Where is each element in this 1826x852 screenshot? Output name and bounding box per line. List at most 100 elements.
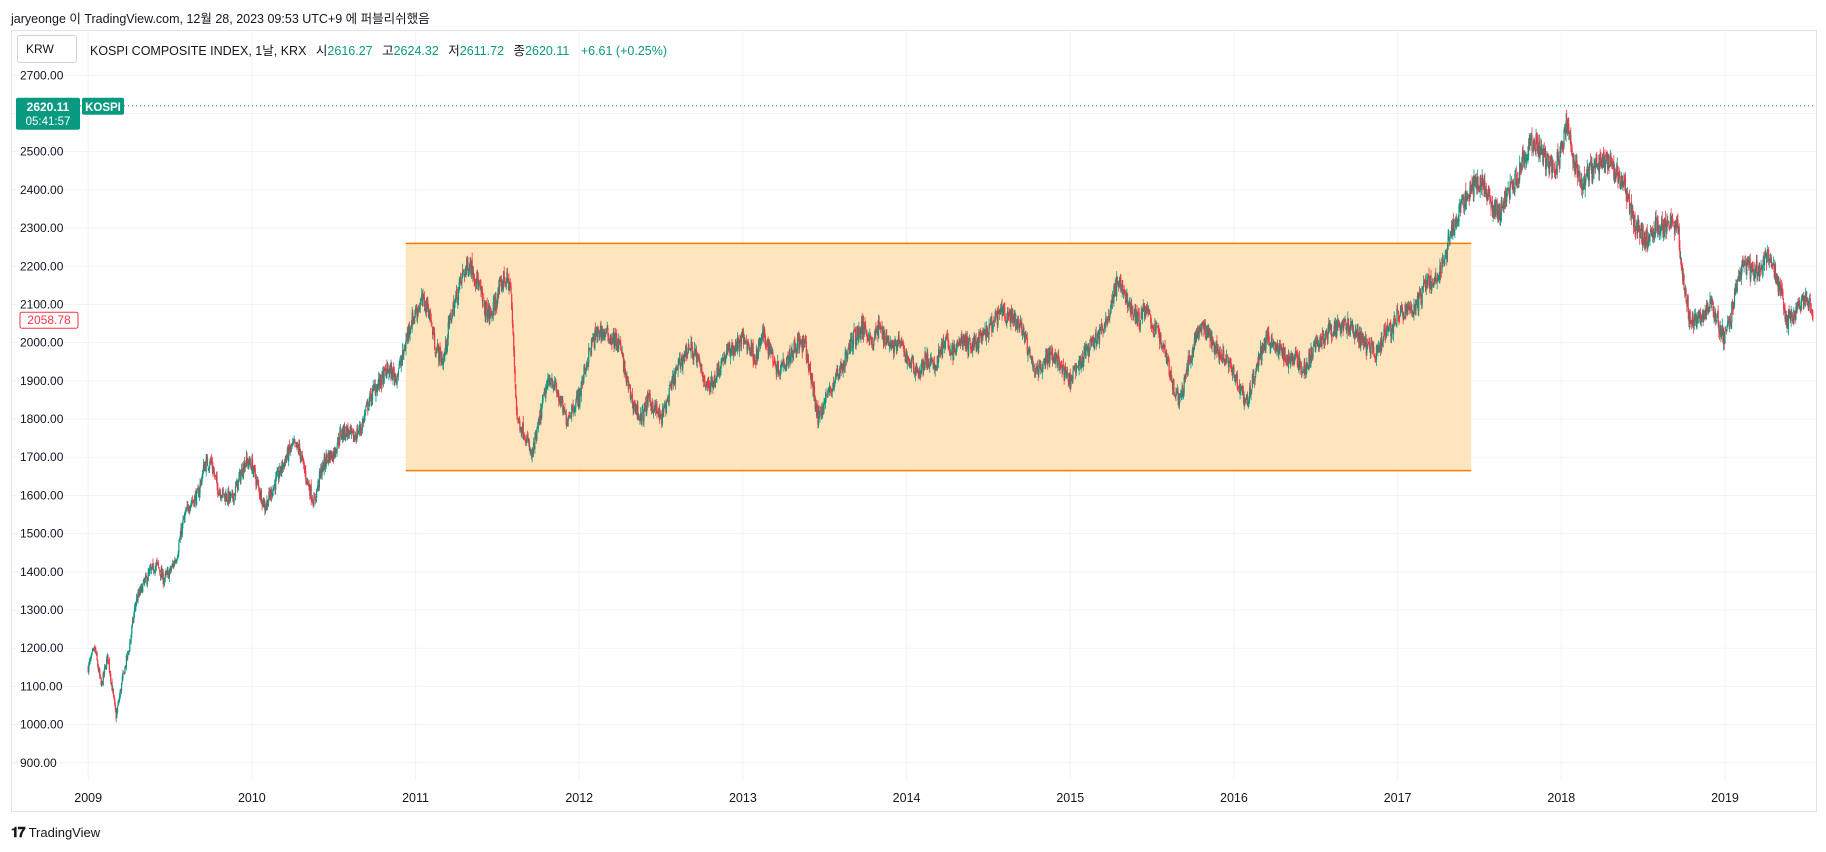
candle-body (1398, 315, 1400, 319)
candle-body (204, 464, 206, 471)
candle-body (594, 330, 596, 349)
candle-body (1624, 176, 1627, 191)
candle-body (680, 358, 683, 362)
candle-body (1188, 356, 1190, 358)
candle-body (1538, 140, 1541, 158)
candle-body (1652, 229, 1654, 238)
candle-body (601, 331, 603, 340)
candle-body (1041, 367, 1043, 374)
candle-body (781, 362, 784, 366)
candle-body (1585, 174, 1588, 177)
candle-body (1761, 268, 1764, 272)
candle-body (735, 344, 737, 351)
candle-body (1233, 367, 1235, 379)
candle-body (1349, 323, 1352, 330)
candle-body (392, 369, 394, 382)
candle-body (277, 470, 279, 473)
candle-body (917, 371, 919, 373)
candle-body (437, 344, 439, 348)
candle-body (451, 318, 453, 322)
candle-body (915, 367, 917, 373)
candle-body (318, 481, 320, 486)
candle-body (766, 339, 769, 346)
candle-body (1282, 348, 1284, 359)
candle-body (1068, 374, 1071, 384)
candle-body (331, 458, 333, 461)
candle-body (1382, 340, 1384, 342)
candle-body (698, 356, 700, 362)
candle-body (1255, 365, 1258, 371)
candle-body (997, 310, 999, 326)
candle-body (178, 540, 181, 542)
candle-body (1161, 345, 1163, 348)
candle-body (232, 492, 234, 499)
candle-body (378, 377, 380, 387)
candle-body (385, 371, 387, 378)
candle-body (710, 382, 712, 393)
candle-body (1301, 372, 1303, 374)
candle-body (1675, 220, 1678, 227)
candle-body (403, 349, 405, 355)
candle-body (1539, 153, 1541, 155)
candle-body (1131, 303, 1133, 314)
candle-body (993, 319, 995, 322)
candle-body (845, 351, 848, 360)
candle-body (1159, 329, 1161, 343)
candle-body (1090, 339, 1093, 347)
candle-body (1295, 351, 1297, 354)
candle-body (1707, 304, 1709, 311)
candle-body (374, 385, 376, 395)
candle-body (220, 497, 222, 499)
candle-body (204, 463, 207, 471)
candle-body (1086, 346, 1088, 351)
candle-body (529, 449, 531, 452)
candle-body (930, 358, 932, 359)
candle-body (727, 348, 729, 351)
candle-body (1548, 165, 1550, 174)
candle-body (117, 701, 119, 706)
candle-body (1315, 338, 1318, 344)
candle-body (154, 571, 156, 573)
candle-body (1662, 220, 1665, 237)
candle-body (522, 421, 524, 438)
candle-body (219, 491, 221, 493)
candle-body (965, 338, 968, 351)
candle-body (212, 466, 214, 474)
candle-body (689, 348, 691, 351)
candle-body (816, 408, 818, 415)
candle-body (1407, 308, 1409, 311)
candle-body (965, 336, 967, 352)
candle-body (304, 470, 306, 472)
candle-body (108, 659, 110, 661)
candle-body (152, 563, 154, 564)
candle-body (893, 344, 895, 352)
candle-body (651, 401, 653, 411)
candle-body (564, 409, 566, 414)
candle-body (436, 344, 438, 350)
candle-body (555, 382, 557, 390)
candle-body (420, 298, 422, 301)
candle-body (953, 346, 955, 350)
candle-body (351, 428, 353, 432)
candle-body (522, 423, 524, 431)
candle-body (1047, 349, 1049, 364)
candle-body (163, 578, 166, 583)
candle-body (1126, 293, 1129, 308)
candle-body (1142, 303, 1144, 310)
candle-body (1191, 357, 1193, 360)
candle-body (689, 348, 691, 350)
candle-body (682, 357, 684, 369)
candle-body (1092, 338, 1095, 347)
candle-body (367, 400, 369, 411)
candle-body (662, 408, 664, 412)
candle-body (1125, 297, 1127, 303)
candle-body (852, 332, 854, 348)
candle-body (382, 372, 384, 374)
candle-body (565, 414, 567, 425)
candle-body (887, 338, 889, 341)
candle-body (1753, 271, 1755, 274)
candle-body (813, 387, 815, 397)
candle-body (464, 273, 466, 277)
candle-body (1277, 349, 1279, 356)
